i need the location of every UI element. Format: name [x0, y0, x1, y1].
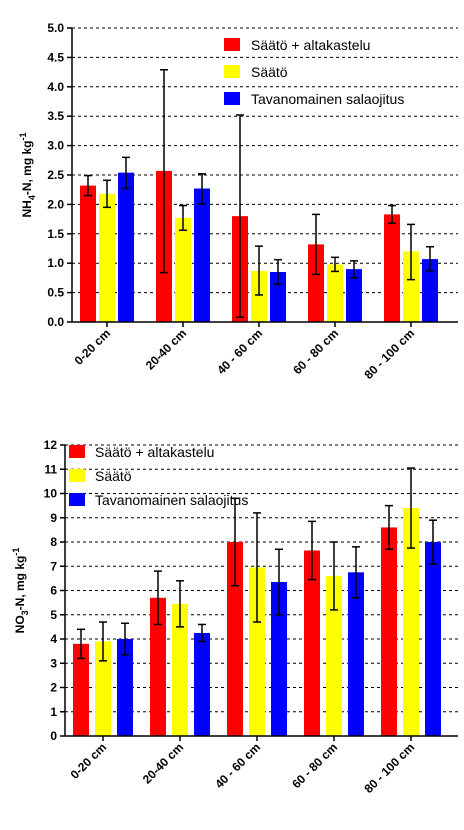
bar-1-5	[384, 214, 400, 322]
bar-2-1	[99, 193, 115, 322]
legend-label-3: Tavanomainen salaojitus	[95, 492, 248, 508]
legend-label-1: Säätö + altakastelu	[251, 37, 370, 53]
y-tick-label: 11	[44, 462, 57, 476]
y-tick-label: 10	[44, 487, 58, 501]
y-label-sup: -1	[11, 548, 21, 556]
y-tick-label: 0.0	[47, 315, 64, 329]
x-tick-label: 60 - 80 cm	[290, 326, 341, 377]
y-axis-label: NO3-N, mg kg-1	[11, 548, 30, 634]
bar-1-4	[304, 550, 320, 736]
legend: Säätö + altakastelu Säätö Tavanomainen sal…	[69, 444, 248, 508]
legend-swatch-1	[224, 38, 240, 51]
legend-label-3: Tavanomainen salaojitus	[251, 91, 404, 107]
bar-3-1	[118, 172, 134, 322]
legend-swatch-2	[69, 469, 85, 482]
bar-2-2	[172, 603, 188, 736]
bar-2-2	[175, 217, 191, 322]
bar-1-3	[227, 542, 243, 736]
y-tick-label: 0.5	[47, 286, 64, 300]
y-label-sup: -1	[18, 132, 28, 140]
y-label-sub: 4	[27, 195, 37, 200]
x-tick-label: 40 - 60 cm	[212, 740, 263, 791]
bar-1-4	[308, 244, 324, 322]
y-tick-label: 5	[50, 608, 57, 622]
bar-3-4	[346, 269, 362, 322]
y-tick-label: 1.0	[47, 256, 64, 270]
bar-2-5	[403, 508, 419, 736]
bar-3-2	[194, 188, 210, 322]
bar-2-4	[326, 575, 342, 736]
y-label-rest: -N, mg kg	[20, 140, 34, 195]
x-tick-label: 20-40 cm	[143, 326, 189, 372]
y-tick-label: 2.5	[47, 168, 64, 182]
bar-1-2	[150, 597, 166, 736]
y-tick-label: 3.5	[47, 109, 64, 123]
y-tick-label: 4.0	[47, 80, 64, 94]
legend-swatch-3	[224, 92, 240, 105]
x-tick-label: 0-20 cm	[72, 326, 114, 368]
y-label-main: NH	[20, 200, 34, 217]
bar-3-1	[117, 639, 133, 736]
x-tick-label: 80 - 100 cm	[361, 326, 417, 382]
bar-3-2	[194, 632, 210, 736]
y-label-main: NO	[13, 615, 27, 633]
legend-label-2: Säätö	[95, 468, 132, 484]
x-tick-label: 80 - 100 cm	[361, 740, 417, 796]
y-label-sub: 3	[20, 610, 30, 615]
y-tick-label: 1.5	[47, 227, 64, 241]
x-tick-label: 60 - 80 cm	[289, 740, 340, 791]
y-tick-label: 1	[50, 705, 57, 719]
bar-1-5	[381, 527, 397, 736]
y-axis-label: NH4-N, mg kg-1	[18, 132, 37, 217]
legend-swatch-3	[69, 493, 85, 506]
legend-swatch-1	[69, 445, 85, 458]
legend-label-1: Säätö + altakastelu	[95, 444, 214, 460]
y-tick-label: 3.0	[47, 139, 64, 153]
legend: Säätö + altakastelu Säätö Tavanomainen sal…	[224, 37, 404, 107]
bar-1-1	[80, 185, 96, 322]
bar-3-5	[425, 542, 441, 736]
bar-2-3	[249, 567, 265, 736]
y-tick-label: 4	[50, 632, 57, 646]
x-tick-label: 0-20 cm	[68, 740, 110, 782]
x-tick-label: 40 - 60 cm	[214, 326, 265, 377]
y-tick-label: 0	[50, 729, 57, 743]
bar-2-5	[403, 251, 419, 322]
y-tick-label: 5.0	[47, 21, 64, 35]
y-tick-label: 12	[44, 438, 58, 452]
y-tick-label: 2	[50, 681, 57, 695]
bar-2-1	[95, 641, 111, 736]
y-tick-label: 9	[50, 511, 57, 525]
chart-1: 0.0 0.5 1.0 1.5 2.0 2.5 3.0 3.5 4.0 4.5 5.0 0-20 cm…	[18, 21, 458, 382]
y-label-rest: -N, mg kg	[13, 556, 27, 611]
legend-swatch-2	[224, 65, 240, 78]
bar-1-1	[73, 643, 89, 736]
y-tick-label: 6	[50, 584, 57, 598]
bar-3-5	[422, 259, 438, 322]
bar-3-3	[271, 582, 287, 736]
y-tick-label: 8	[50, 535, 57, 549]
x-tick-label: 20-40 cm	[140, 740, 186, 786]
bar-3-4	[348, 572, 364, 736]
y-tick-label: 4.5	[47, 50, 64, 64]
y-tick-label: 3	[50, 656, 57, 670]
y-tick-label: 7	[50, 559, 57, 573]
bar-2-4	[327, 264, 343, 322]
legend-label-2: Säätö	[251, 64, 288, 80]
y-tick-label: 2.0	[47, 197, 64, 211]
bar-2-3	[251, 270, 267, 322]
